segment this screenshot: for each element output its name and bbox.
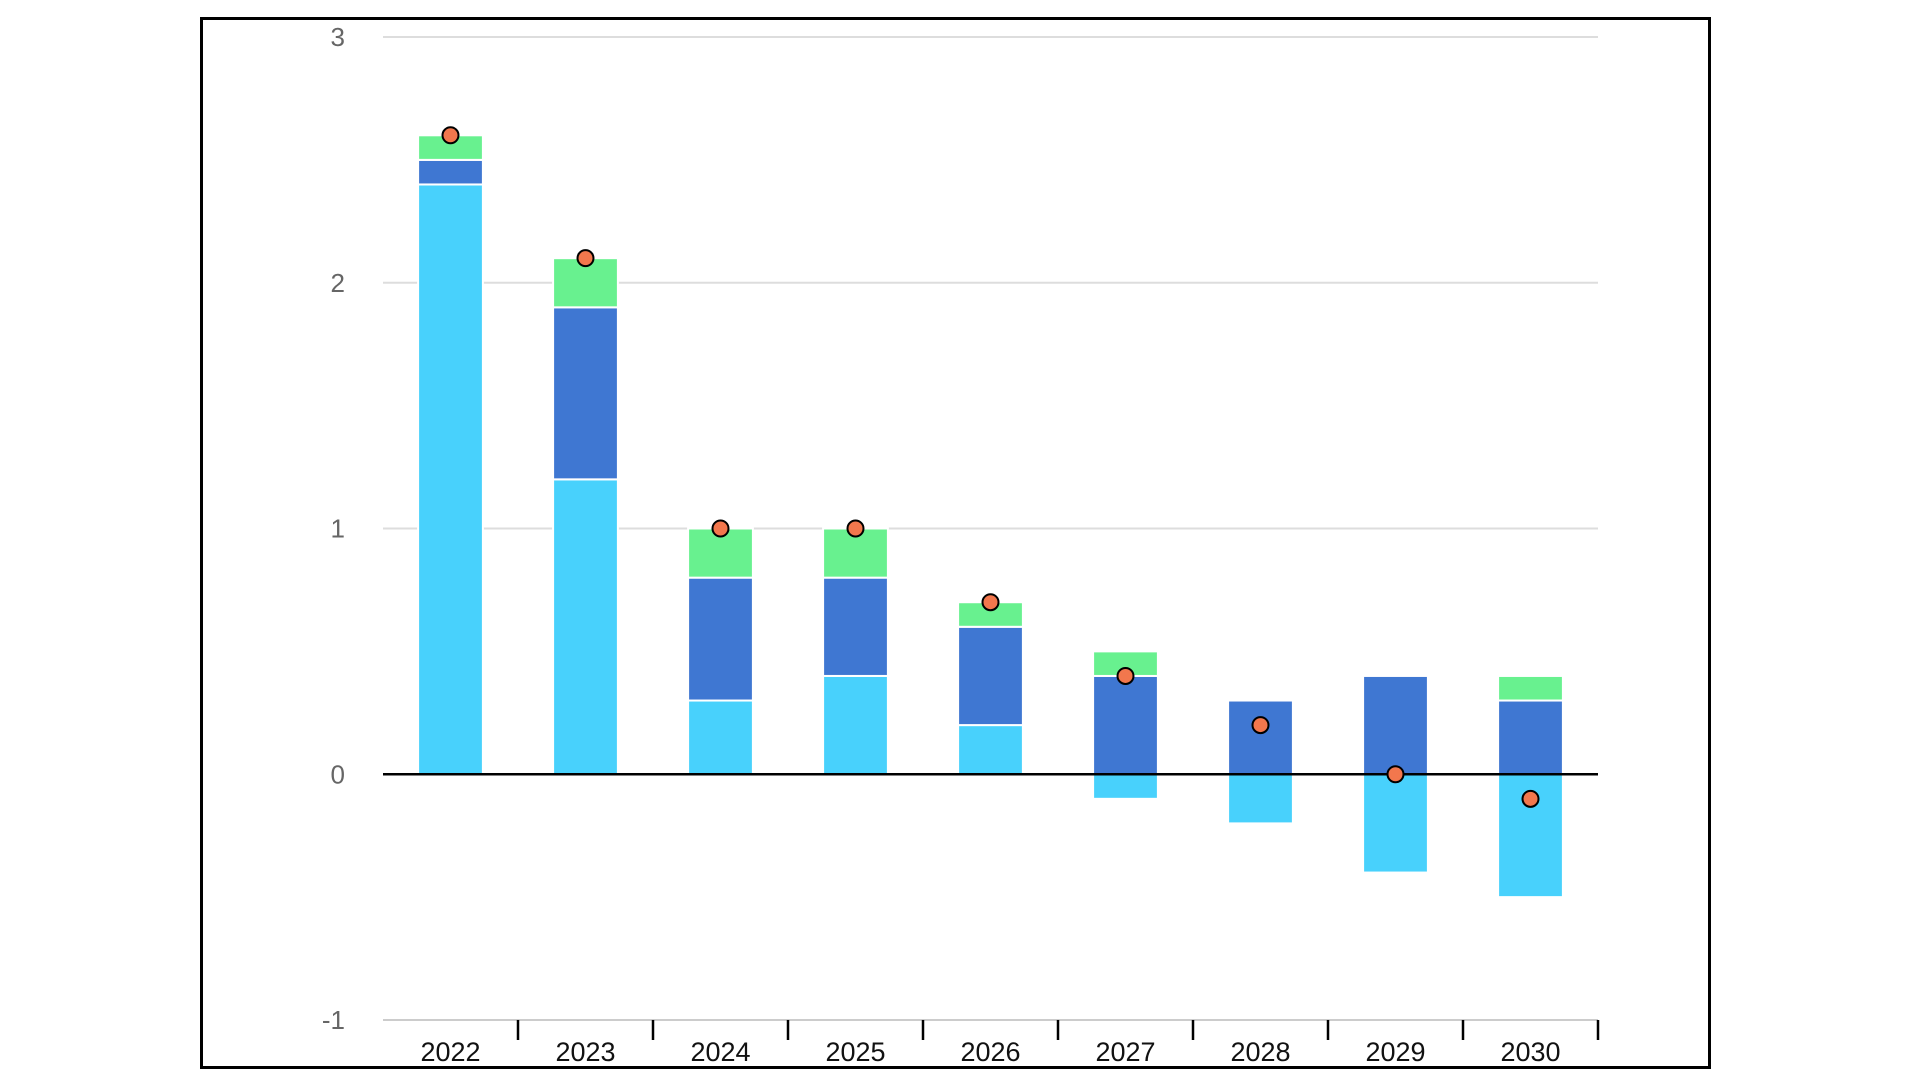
total-marker: [846, 519, 865, 538]
total-marker: [576, 249, 595, 268]
total-marker: [981, 593, 1000, 612]
x-tick-label: 2027: [1095, 1037, 1155, 1066]
bar-segment: [417, 183, 484, 776]
total-marker: [1251, 716, 1270, 735]
bar-segment: [957, 724, 1024, 776]
y-tick-label: 3: [331, 22, 345, 52]
bar-segment: [1227, 699, 1294, 776]
y-tick-label: 1: [331, 514, 345, 544]
y-tick-label: 0: [331, 759, 345, 789]
x-tick-label: 2028: [1230, 1037, 1290, 1066]
x-tick-label: 2023: [555, 1037, 615, 1066]
bar-segment: [957, 601, 1024, 628]
bar-segment: [552, 478, 619, 776]
bar-segment: [1497, 699, 1564, 776]
x-tick-label: 2022: [420, 1037, 480, 1066]
total-marker: [1521, 789, 1540, 808]
x-tick-label: 2024: [690, 1037, 750, 1066]
bar-segment: [687, 576, 754, 702]
bar-segment: [417, 158, 484, 186]
x-tick-label: 2030: [1500, 1037, 1560, 1066]
total-markers: [441, 126, 1540, 808]
total-marker: [1116, 666, 1135, 685]
total-marker: [1386, 765, 1405, 784]
bar-segment: [957, 625, 1024, 727]
bars: [417, 134, 1564, 899]
total-marker: [441, 126, 460, 145]
x-tick-label: 2026: [960, 1037, 1020, 1066]
bar-segment: [1092, 674, 1159, 776]
bar-segment: [822, 674, 889, 776]
x-axis-ticks: 2022 2023 2024 2025 2026 2027 2028 2029 2030: [420, 1020, 1600, 1066]
chart-frame: -1 0 1 2 3 2022 2023 2024 2025 2026 2027 2028 2029 2…: [200, 17, 1711, 1069]
y-axis-ticks: -1 0 1 2 3: [322, 22, 345, 1035]
bar-segment: [1497, 674, 1564, 702]
bar-segment: [1092, 773, 1159, 800]
total-marker: [711, 519, 730, 538]
bar-segment: [1227, 773, 1294, 825]
x-tick-label: 2025: [825, 1037, 885, 1066]
y-tick-label: 2: [331, 268, 345, 298]
bar-segment: [1362, 773, 1429, 874]
bar-segment: [822, 576, 889, 677]
bar-segment: [687, 699, 754, 776]
y-tick-label: -1: [322, 1005, 345, 1035]
bar-segment: [1362, 674, 1429, 776]
bar-segment: [552, 306, 619, 481]
x-tick-label: 2029: [1365, 1037, 1425, 1066]
